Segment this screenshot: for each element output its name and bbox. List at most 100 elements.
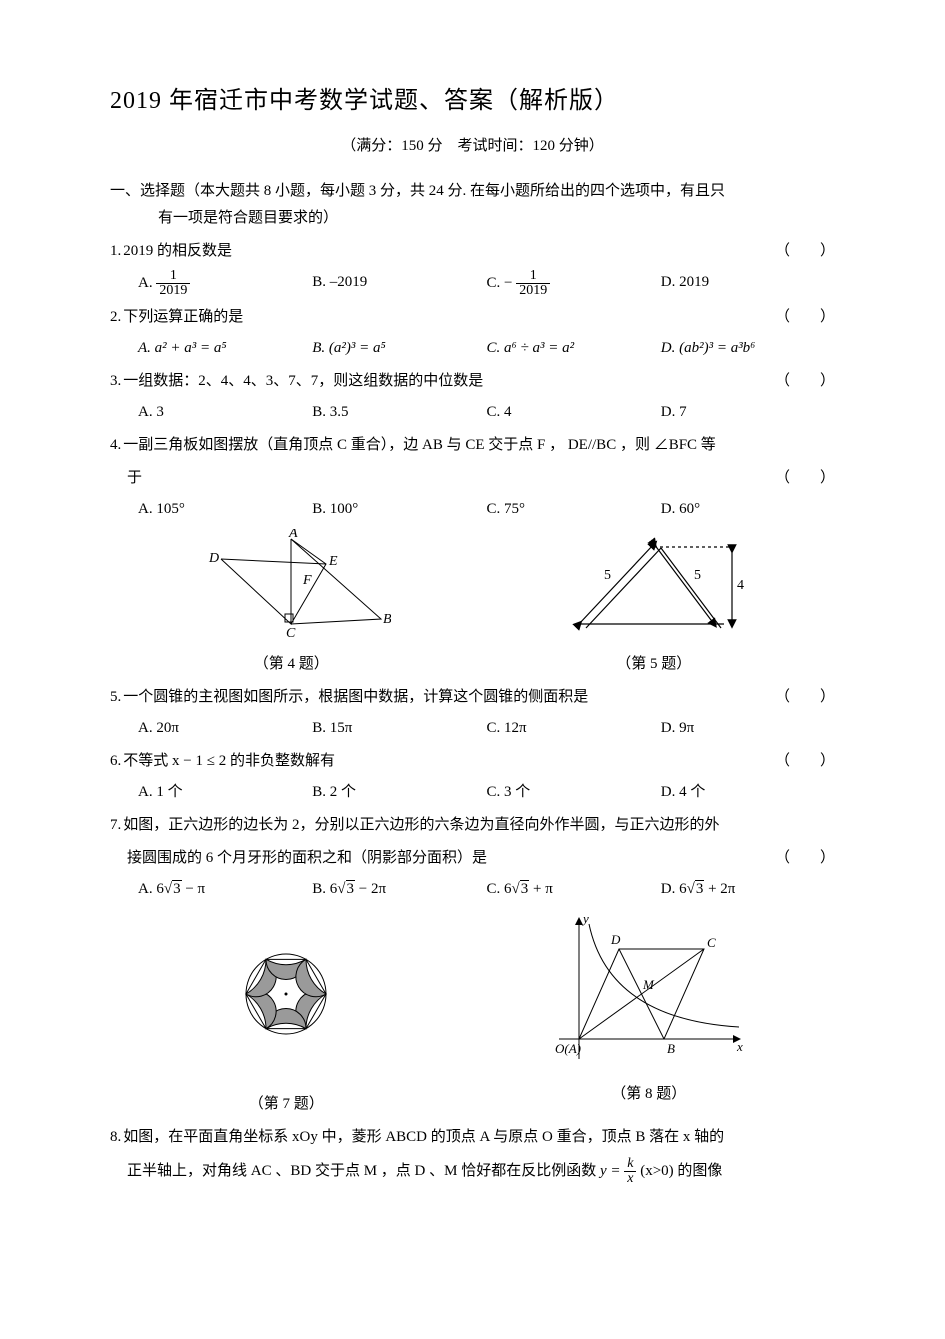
q8-num: 8. bbox=[110, 1124, 121, 1151]
q7a-suf: − π bbox=[182, 881, 206, 897]
sqrt-arg: 3 bbox=[520, 880, 530, 897]
q1-num: 1. bbox=[110, 238, 121, 265]
section-1-line2: 有一项是符合题目要求的） bbox=[110, 205, 835, 232]
sqrt-arg: 3 bbox=[695, 880, 705, 897]
q3-text: 一组数据：2、4、4、3、7、7，则这组数据的中位数是 bbox=[123, 368, 775, 395]
question-2: 2. 下列运算正确的是 （ ） bbox=[110, 304, 835, 331]
label-A: A bbox=[288, 529, 298, 541]
q7-opt-a: A. 6 3 − π bbox=[138, 876, 312, 903]
q4-line1: 一副三角板如图摆放（直角顶点 C 重合），边 AB 与 CE 交于点 F ， D… bbox=[123, 437, 716, 453]
figure-4-caption: （第 4 题） bbox=[191, 651, 391, 678]
q5-options: A. 20π B. 15π C. 12π D. 9π bbox=[138, 715, 835, 742]
question-8: 8. 如图，在平面直角坐标系 xOy 中，菱形 ABCD 的顶点 A 与原点 O… bbox=[110, 1124, 835, 1151]
q8-text2b: (x>0) 的图像 bbox=[640, 1163, 722, 1179]
q5-opt-b: B. 15π bbox=[312, 715, 486, 742]
q1-opt-d: D. 2019 bbox=[661, 269, 835, 298]
frac-num: 1 bbox=[516, 269, 550, 284]
page-title: 2019 年宿迁市中考数学试题、答案（解析版） bbox=[110, 80, 835, 123]
q5-text: 一个圆锥的主视图如图所示，根据图中数据，计算这个圆锥的侧面积是 bbox=[123, 684, 775, 711]
sqrt-arg: 3 bbox=[172, 880, 182, 897]
q1-text: 2019 的相反数是 bbox=[123, 238, 775, 265]
figure-4: A B C D E F （第 4 题） bbox=[191, 529, 391, 678]
spacer bbox=[110, 845, 125, 872]
q6-opt-d: D. 4 个 bbox=[661, 779, 835, 806]
question-4-cont: 于 （ ） bbox=[110, 465, 835, 492]
sqrt-arg: 3 bbox=[346, 880, 356, 897]
q4-opt-c: C. 75° bbox=[487, 496, 661, 523]
question-3: 3. 一组数据：2、4、4、3、7、7，则这组数据的中位数是 （ ） bbox=[110, 368, 835, 395]
fraction: 1 2019 bbox=[156, 269, 190, 298]
q3-opt-a: A. 3 bbox=[138, 399, 312, 426]
figure-7: （第 7 题） bbox=[196, 909, 376, 1118]
label-x: x bbox=[736, 1039, 743, 1054]
sqrt-icon: 3 bbox=[512, 876, 530, 903]
label-B: B bbox=[667, 1041, 675, 1056]
q8-text2a: 正半轴上，对角线 AC 、BD 交于点 M ，点 D 、M 恰好都在反比例函数 bbox=[127, 1163, 600, 1179]
q7-options: A. 6 3 − π B. 6 3 − 2π C. 6 3 + π D. 6 3 + 2… bbox=[138, 876, 835, 903]
answer-blank: （ ） bbox=[775, 845, 835, 872]
q8-y-eq: y = bbox=[600, 1163, 624, 1179]
sqrt-icon: 3 bbox=[164, 876, 182, 903]
figure-7-svg bbox=[196, 909, 376, 1079]
question-6: 6. 不等式 x − 1 ≤ 2 的非负整数解有 （ ） bbox=[110, 748, 835, 775]
q2-opt-b: B. (a²)³ = a⁵ bbox=[312, 335, 486, 362]
spacer bbox=[110, 1158, 125, 1185]
q3-opt-c: C. 4 bbox=[487, 399, 661, 426]
label-M: M bbox=[642, 977, 655, 992]
q7b-suf: − 2π bbox=[355, 881, 386, 897]
q7-num: 7. bbox=[110, 812, 121, 839]
q6-options: A. 1 个 B. 2 个 C. 3 个 D. 4 个 bbox=[138, 779, 835, 806]
q7d-pre: D. 6 bbox=[661, 881, 687, 897]
figures-4-5: A B C D E F （第 4 题） bbox=[110, 529, 835, 678]
q4-opt-b: B. 100° bbox=[312, 496, 486, 523]
q7d-suf: + 2π bbox=[704, 881, 735, 897]
frac-num: 1 bbox=[156, 269, 190, 284]
q5-opt-a: A. 20π bbox=[138, 715, 312, 742]
q3-num: 3. bbox=[110, 368, 121, 395]
q1-c-pre: C. bbox=[487, 275, 505, 291]
figure-4-svg: A B C D E F bbox=[191, 529, 391, 639]
q2-opt-d: D. (ab²)³ = a³b⁶ bbox=[661, 335, 835, 362]
q4-text2: 于 bbox=[127, 465, 775, 492]
figure-8: y x O(A) B C D M （第 8 题） bbox=[549, 909, 749, 1118]
q7-text2: 接圆围成的 6 个月牙形的面积之和（阴影部分面积）是 bbox=[127, 845, 775, 872]
q6-opt-c: C. 3 个 bbox=[487, 779, 661, 806]
question-4: 4. 一副三角板如图摆放（直角顶点 C 重合），边 AB 与 CE 交于点 F … bbox=[110, 432, 835, 459]
figure-5: 5 5 4 （第 5 题） bbox=[554, 529, 754, 678]
neg-sign: − bbox=[504, 275, 512, 291]
frac-den: 2019 bbox=[516, 284, 550, 298]
answer-blank: （ ） bbox=[775, 368, 835, 395]
q2-opt-c: C. a⁶ ÷ a³ = a² bbox=[487, 335, 661, 362]
q4-num: 4. bbox=[110, 432, 121, 459]
fraction: kx bbox=[624, 1157, 636, 1186]
q7a-pre: A. 6 bbox=[138, 881, 164, 897]
q5-opt-c: C. 12π bbox=[487, 715, 661, 742]
q8-text2: 正半轴上，对角线 AC 、BD 交于点 M ，点 D 、M 恰好都在反比例函数 … bbox=[127, 1157, 835, 1186]
q7c-suf: + π bbox=[529, 881, 553, 897]
q1-opt-c: C. − 1 2019 bbox=[487, 269, 661, 298]
q1-opt-a: A. 1 2019 bbox=[138, 269, 312, 298]
label-C: C bbox=[707, 935, 716, 950]
figure-7-caption: （第 7 题） bbox=[196, 1091, 376, 1118]
section-1-line1: 一、选择题（本大题共 8 小题，每小题 3 分，共 24 分. 在每小题所给出的… bbox=[110, 183, 725, 199]
question-8-cont: 正半轴上，对角线 AC 、BD 交于点 M ，点 D 、M 恰好都在反比例函数 … bbox=[110, 1157, 835, 1186]
question-7-cont: 接圆围成的 6 个月牙形的面积之和（阴影部分面积）是 （ ） bbox=[110, 845, 835, 872]
sqrt-icon: 3 bbox=[687, 876, 705, 903]
label-D: D bbox=[610, 932, 621, 947]
sqrt-icon: 3 bbox=[337, 876, 355, 903]
q4-opt-d: D. 60° bbox=[661, 496, 835, 523]
figure-5-caption: （第 5 题） bbox=[554, 651, 754, 678]
q7-opt-b: B. 6 3 − 2π bbox=[312, 876, 486, 903]
q3-opt-d: D. 7 bbox=[661, 399, 835, 426]
figure-8-caption: （第 8 题） bbox=[549, 1081, 749, 1108]
q7-opt-d: D. 6 3 + 2π bbox=[661, 876, 835, 903]
figure-5-svg: 5 5 4 bbox=[554, 529, 754, 639]
q2-opt-a: A. a² + a³ = a⁵ bbox=[138, 335, 312, 362]
q7c-pre: C. 6 bbox=[487, 881, 512, 897]
q1-a-pre: A. bbox=[138, 275, 156, 291]
label-4: 4 bbox=[737, 578, 744, 593]
q7b-pre: B. 6 bbox=[312, 881, 337, 897]
question-7: 7. 如图，正六边形的边长为 2，分别以正六边形的六条边为直径向外作半圆，与正六… bbox=[110, 812, 835, 839]
q3-options: A. 3 B. 3.5 C. 4 D. 7 bbox=[138, 399, 835, 426]
q8-text: 如图，在平面直角坐标系 xOy 中，菱形 ABCD 的顶点 A 与原点 O 重合… bbox=[123, 1124, 835, 1151]
